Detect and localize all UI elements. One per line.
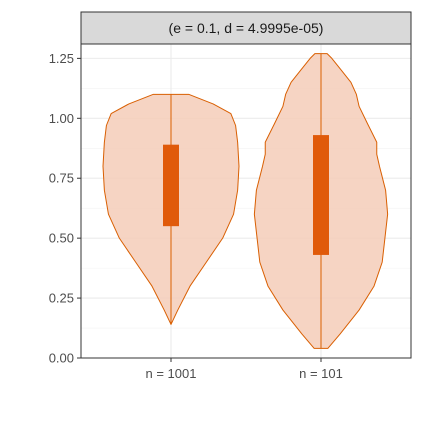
y-tick-label: 0.50 [49, 231, 74, 246]
interquartile-box [313, 135, 329, 255]
x-tick-label: n = 101 [299, 366, 343, 381]
violins [102, 53, 389, 349]
interquartile-box [163, 144, 179, 227]
facet-strip [80, 11, 412, 45]
y-tick-label: 1.00 [49, 111, 74, 126]
plot-panel-border [80, 43, 412, 359]
y-axis: 0.00 0.25 0.50 0.75 1.00 1.25 [49, 51, 81, 366]
x-tick-label: n = 1001 [146, 366, 197, 381]
facet-strip-label: (e = 0.1, d = 4.9995e-05) [169, 20, 324, 36]
y-tick-label: 0.25 [49, 291, 74, 306]
y-tick-label: 1.25 [49, 51, 74, 66]
y-tick-label: 0.75 [49, 171, 74, 186]
y-tick-label: 0.00 [49, 351, 74, 366]
x-axis: n = 1001 n = 101 [146, 358, 343, 381]
